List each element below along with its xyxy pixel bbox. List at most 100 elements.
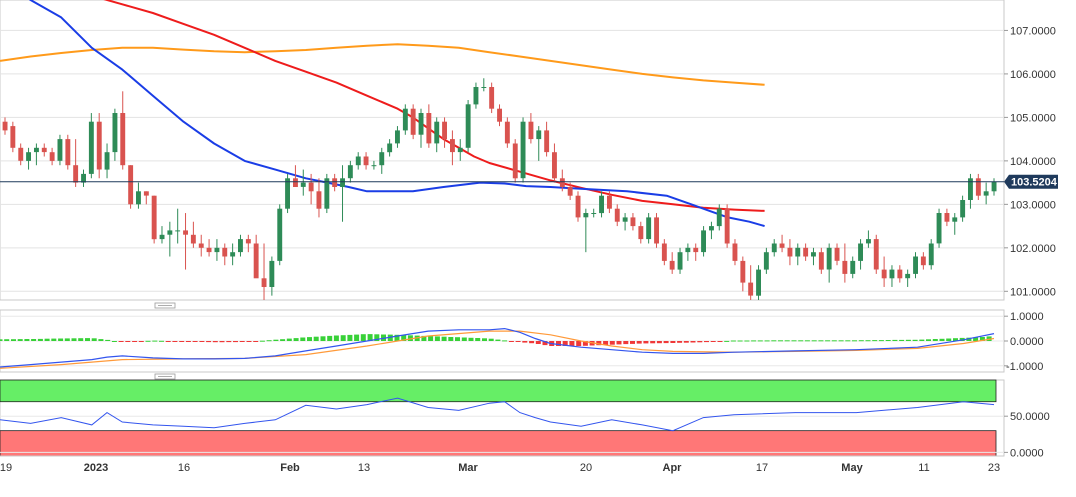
candlestick — [81, 169, 86, 187]
macd-histogram-bar — [582, 341, 588, 346]
candle-body — [740, 260, 746, 283]
candle-body — [709, 226, 714, 231]
candle-body — [779, 243, 785, 248]
candle-body — [952, 217, 958, 222]
macd-histogram-bar — [44, 338, 50, 341]
candlestick — [975, 173, 981, 200]
candle-body — [771, 243, 777, 253]
candle-body — [607, 195, 612, 209]
pane-resize-handle[interactable] — [154, 302, 176, 309]
candle-body — [787, 247, 793, 257]
macd-histogram-bar — [663, 341, 669, 344]
candle-body — [112, 113, 118, 153]
macd-histogram-bar — [885, 340, 891, 341]
macd-histogram-bar — [468, 337, 474, 341]
candle-body — [245, 239, 251, 244]
candle-body — [277, 208, 283, 261]
candle-body — [214, 247, 220, 253]
macd-histogram-bar — [192, 341, 198, 342]
macd-histogram-bar — [690, 341, 696, 343]
macd-histogram-bar — [152, 340, 158, 342]
candlestick — [983, 182, 989, 205]
candlestick — [693, 243, 699, 261]
candle-body — [559, 178, 565, 187]
candle-body — [850, 260, 856, 274]
macd-histogram-bar — [280, 339, 286, 341]
candlestick — [245, 234, 251, 253]
price-axis-label: 103.0000 — [1010, 199, 1056, 211]
macd-histogram-bar — [542, 341, 548, 346]
macd-histogram-bar — [111, 341, 117, 342]
macd-histogram-bar — [979, 337, 985, 341]
candlestick — [701, 226, 706, 257]
candlestick — [842, 243, 848, 283]
x-axis-label: 19 — [0, 462, 12, 474]
pane-resize-handle[interactable] — [154, 373, 176, 380]
candle-body — [536, 130, 542, 140]
candlestick — [630, 213, 636, 231]
macd-histogram-bar — [784, 340, 790, 342]
candle-body — [834, 247, 840, 261]
candlestick — [128, 165, 134, 209]
macd-histogram-bar — [347, 334, 353, 341]
price-axis-label: 104.0000 — [1010, 156, 1056, 168]
x-axis-label: 16 — [178, 462, 190, 474]
candlestick — [269, 256, 275, 296]
candlestick — [57, 134, 63, 166]
candle-body — [504, 121, 510, 144]
price-axis-label: 101.0000 — [1010, 286, 1056, 298]
candle-body — [928, 243, 934, 266]
candle-body — [654, 217, 659, 244]
candlestick — [936, 208, 942, 248]
macd-histogram-bar — [246, 341, 252, 342]
candle-body — [716, 208, 722, 227]
macd-histogram-bar — [374, 334, 380, 341]
candlestick — [26, 147, 31, 170]
x-axis-label: 17 — [756, 462, 768, 474]
candlestick — [473, 82, 479, 109]
candlestick — [599, 191, 604, 218]
candlestick — [795, 243, 801, 266]
candlestick — [622, 213, 628, 231]
x-axis-label: 11 — [918, 462, 929, 474]
candlestick — [952, 213, 958, 235]
candle-body — [222, 247, 228, 257]
candlestick — [49, 147, 55, 166]
candle-body — [701, 230, 706, 253]
candlestick — [190, 221, 196, 248]
x-axis-label: 23 — [988, 462, 1000, 474]
candle-body — [347, 165, 353, 179]
macd-histogram-bar — [710, 341, 716, 342]
macd-histogram-bar — [17, 339, 23, 341]
rsi-value-line — [0, 397, 995, 432]
candlestick — [253, 234, 259, 279]
candle-body — [913, 256, 918, 274]
candle-body — [442, 121, 447, 140]
macd-histogram-bar — [360, 334, 366, 341]
macd-histogram-bar — [818, 340, 824, 342]
macd-histogram-bar — [852, 340, 857, 342]
macd-histogram-bar — [132, 341, 138, 342]
candlestick — [654, 213, 659, 248]
macd-histogram-bar — [91, 338, 97, 341]
candle-body — [991, 181, 997, 192]
macd-histogram-bar — [159, 340, 164, 342]
macd-histogram-bar — [37, 338, 43, 341]
macd-histogram-bar — [751, 340, 757, 342]
macd-histogram-bar — [0, 339, 3, 341]
macd-histogram-bar — [683, 341, 689, 343]
candlestick — [183, 213, 188, 270]
candle-body — [41, 147, 47, 153]
candle-body — [748, 282, 754, 296]
candlestick — [18, 143, 24, 166]
candlestick — [811, 247, 816, 266]
candle-body — [544, 130, 550, 153]
macd-histogram-bar — [307, 337, 312, 341]
candle-body — [159, 234, 165, 240]
macd-histogram-bar — [448, 337, 454, 341]
x-axis: 19 2023 16 Feb 13 Mar 20 Apr 17 May 11 23 — [0, 455, 1004, 474]
candle-body — [190, 234, 196, 244]
candle-body — [575, 195, 581, 218]
macd-histogram-bar — [105, 339, 111, 341]
macd-histogram-bar — [340, 335, 346, 341]
